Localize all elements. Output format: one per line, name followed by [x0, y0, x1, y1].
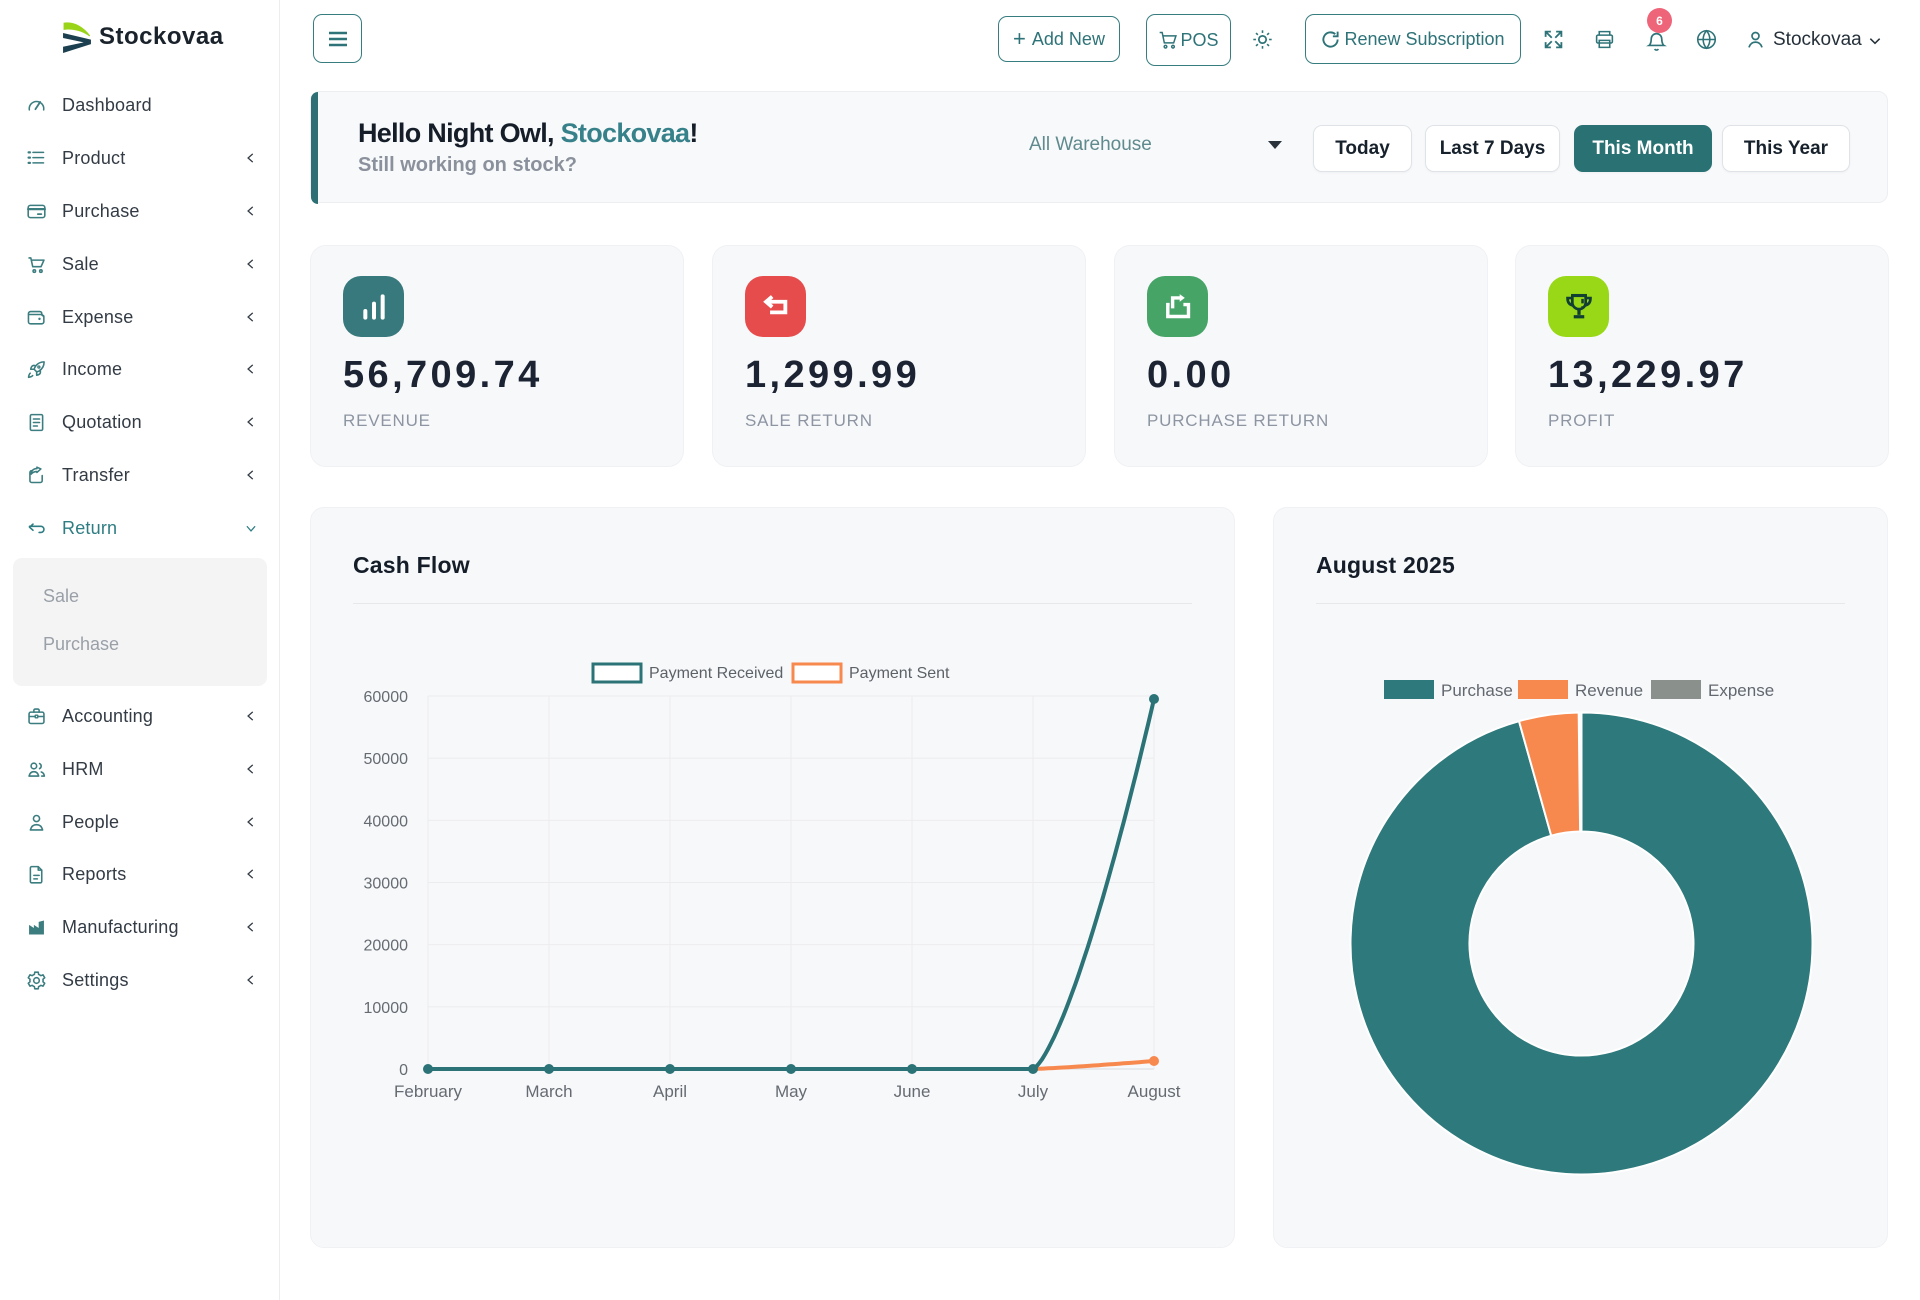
svg-text:20000: 20000: [364, 938, 409, 955]
svg-text:April: April: [653, 1082, 687, 1101]
svg-text:Payment Received: Payment Received: [649, 665, 783, 682]
svg-text:10000: 10000: [364, 1000, 409, 1017]
svg-text:July: July: [1018, 1082, 1049, 1101]
svg-text:June: June: [894, 1082, 931, 1101]
svg-text:0: 0: [399, 1062, 408, 1079]
svg-text:August: August: [1128, 1082, 1181, 1101]
svg-text:May: May: [775, 1082, 808, 1101]
svg-text:Expense: Expense: [1708, 681, 1774, 700]
svg-text:40000: 40000: [364, 813, 409, 830]
svg-text:50000: 50000: [364, 751, 409, 768]
svg-text:Revenue: Revenue: [1575, 681, 1643, 700]
svg-text:60000: 60000: [364, 689, 409, 706]
svg-text:Payment Sent: Payment Sent: [849, 665, 950, 682]
svg-text:March: March: [525, 1082, 572, 1101]
svg-text:Purchase: Purchase: [1441, 681, 1513, 700]
svg-text:30000: 30000: [364, 876, 409, 893]
svg-text:February: February: [394, 1082, 463, 1101]
